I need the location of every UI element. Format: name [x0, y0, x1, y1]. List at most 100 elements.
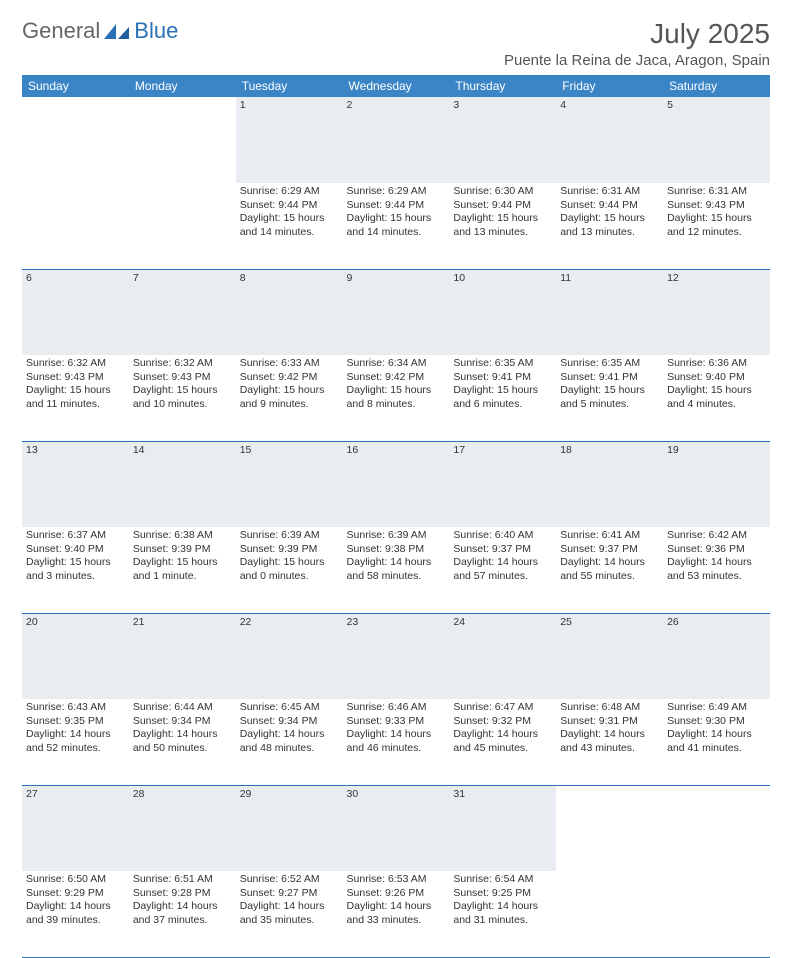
sunrise-text: Sunrise: 6:31 AM [667, 185, 766, 199]
sunrise-text: Sunrise: 6:47 AM [453, 701, 552, 715]
day-content-cell: Sunrise: 6:49 AMSunset: 9:30 PMDaylight:… [663, 699, 770, 785]
day-number-cell: 25 [556, 613, 663, 699]
sunrise-text: Sunrise: 6:39 AM [347, 529, 446, 543]
daylight-text: Daylight: 14 hours and 58 minutes. [347, 556, 446, 583]
sunrise-text: Sunrise: 6:30 AM [453, 185, 552, 199]
sunset-text: Sunset: 9:35 PM [26, 715, 125, 729]
sunset-text: Sunset: 9:37 PM [560, 543, 659, 557]
sunset-text: Sunset: 9:44 PM [453, 199, 552, 213]
daylight-text: Daylight: 14 hours and 35 minutes. [240, 900, 339, 927]
daylight-text: Daylight: 15 hours and 1 minute. [133, 556, 232, 583]
day-content-cell: Sunrise: 6:29 AMSunset: 9:44 PMDaylight:… [343, 183, 450, 269]
daylight-text: Daylight: 15 hours and 12 minutes. [667, 212, 766, 239]
sunset-text: Sunset: 9:43 PM [667, 199, 766, 213]
day-content-cell: Sunrise: 6:53 AMSunset: 9:26 PMDaylight:… [343, 871, 450, 957]
header: General Blue July 2025 Puente la Reina d… [22, 18, 770, 69]
sunset-text: Sunset: 9:36 PM [667, 543, 766, 557]
sunrise-text: Sunrise: 6:50 AM [26, 873, 125, 887]
day-number-cell: 19 [663, 441, 770, 527]
sunrise-text: Sunrise: 6:33 AM [240, 357, 339, 371]
day-content-cell: Sunrise: 6:35 AMSunset: 9:41 PMDaylight:… [556, 355, 663, 441]
day-content-cell: Sunrise: 6:34 AMSunset: 9:42 PMDaylight:… [343, 355, 450, 441]
sunset-text: Sunset: 9:44 PM [560, 199, 659, 213]
day-content-cell: Sunrise: 6:50 AMSunset: 9:29 PMDaylight:… [22, 871, 129, 957]
day-number-cell: 30 [343, 785, 450, 871]
day-content-cell: Sunrise: 6:52 AMSunset: 9:27 PMDaylight:… [236, 871, 343, 957]
day-number-cell: 11 [556, 269, 663, 355]
sunrise-text: Sunrise: 6:34 AM [347, 357, 446, 371]
day-content-cell: Sunrise: 6:42 AMSunset: 9:36 PMDaylight:… [663, 527, 770, 613]
sunrise-text: Sunrise: 6:40 AM [453, 529, 552, 543]
weekday-header: Monday [129, 75, 236, 97]
sunrise-text: Sunrise: 6:41 AM [560, 529, 659, 543]
sunrise-text: Sunrise: 6:29 AM [347, 185, 446, 199]
day-content-cell: Sunrise: 6:40 AMSunset: 9:37 PMDaylight:… [449, 527, 556, 613]
sail-icon [104, 22, 130, 40]
sunrise-text: Sunrise: 6:43 AM [26, 701, 125, 715]
daylight-text: Daylight: 14 hours and 33 minutes. [347, 900, 446, 927]
sunset-text: Sunset: 9:27 PM [240, 887, 339, 901]
sunrise-text: Sunrise: 6:35 AM [453, 357, 552, 371]
sunset-text: Sunset: 9:33 PM [347, 715, 446, 729]
daylight-text: Daylight: 14 hours and 41 minutes. [667, 728, 766, 755]
weekday-header: Saturday [663, 75, 770, 97]
day-number-cell: 7 [129, 269, 236, 355]
sunset-text: Sunset: 9:31 PM [560, 715, 659, 729]
day-content-row: Sunrise: 6:50 AMSunset: 9:29 PMDaylight:… [22, 871, 770, 957]
day-content-cell: Sunrise: 6:43 AMSunset: 9:35 PMDaylight:… [22, 699, 129, 785]
day-content-cell: Sunrise: 6:29 AMSunset: 9:44 PMDaylight:… [236, 183, 343, 269]
day-content-cell: Sunrise: 6:31 AMSunset: 9:44 PMDaylight:… [556, 183, 663, 269]
sunset-text: Sunset: 9:28 PM [133, 887, 232, 901]
day-number-cell: 14 [129, 441, 236, 527]
day-content-cell: Sunrise: 6:33 AMSunset: 9:42 PMDaylight:… [236, 355, 343, 441]
day-content-cell: Sunrise: 6:37 AMSunset: 9:40 PMDaylight:… [22, 527, 129, 613]
day-content-cell [22, 183, 129, 269]
daylight-text: Daylight: 15 hours and 9 minutes. [240, 384, 339, 411]
day-content-cell [129, 183, 236, 269]
daylight-text: Daylight: 15 hours and 14 minutes. [240, 212, 339, 239]
sunset-text: Sunset: 9:34 PM [133, 715, 232, 729]
daylight-text: Daylight: 14 hours and 55 minutes. [560, 556, 659, 583]
location-text: Puente la Reina de Jaca, Aragon, Spain [504, 52, 770, 69]
sunset-text: Sunset: 9:40 PM [26, 543, 125, 557]
daylight-text: Daylight: 14 hours and 43 minutes. [560, 728, 659, 755]
day-number-cell: 6 [22, 269, 129, 355]
sunrise-text: Sunrise: 6:31 AM [560, 185, 659, 199]
day-content-cell: Sunrise: 6:35 AMSunset: 9:41 PMDaylight:… [449, 355, 556, 441]
day-number-cell: 27 [22, 785, 129, 871]
day-content-cell: Sunrise: 6:45 AMSunset: 9:34 PMDaylight:… [236, 699, 343, 785]
daylight-text: Daylight: 15 hours and 0 minutes. [240, 556, 339, 583]
weekday-header: Tuesday [236, 75, 343, 97]
sunset-text: Sunset: 9:38 PM [347, 543, 446, 557]
day-number-cell: 3 [449, 97, 556, 183]
day-content-cell: Sunrise: 6:44 AMSunset: 9:34 PMDaylight:… [129, 699, 236, 785]
day-number-cell [556, 785, 663, 871]
day-number-cell: 4 [556, 97, 663, 183]
day-number-cell [663, 785, 770, 871]
sunset-text: Sunset: 9:41 PM [560, 371, 659, 385]
sunrise-text: Sunrise: 6:44 AM [133, 701, 232, 715]
sunrise-text: Sunrise: 6:29 AM [240, 185, 339, 199]
day-number-cell: 31 [449, 785, 556, 871]
day-number-cell: 20 [22, 613, 129, 699]
day-content-row: Sunrise: 6:29 AM Sunset: 9:44 PM Daylight:… [22, 183, 770, 269]
day-content-row: Sunrise: 6:32 AMSunset: 9:43 PMDaylight:… [22, 355, 770, 441]
day-content-cell: Sunrise: 6:48 AMSunset: 9:31 PMDaylight:… [556, 699, 663, 785]
day-number-row: 2728293031 [22, 785, 770, 871]
day-content-cell: Sunrise: 6:30 AMSunset: 9:44 PMDaylight:… [449, 183, 556, 269]
sunset-text: Sunset: 9:34 PM [240, 715, 339, 729]
sunrise-text: Sunrise: 6:45 AM [240, 701, 339, 715]
day-number-cell: 5 [663, 97, 770, 183]
day-number-cell: 18 [556, 441, 663, 527]
day-number-cell: 12 [663, 269, 770, 355]
day-number-cell: 22 [236, 613, 343, 699]
brand-text-1: General [22, 18, 100, 44]
sunrise-text: Sunrise: 6:38 AM [133, 529, 232, 543]
day-content-cell: Sunrise: 6:51 AMSunset: 9:28 PMDaylight:… [129, 871, 236, 957]
daylight-text: Daylight: 14 hours and 53 minutes. [667, 556, 766, 583]
day-content-row: Sunrise: 6:43 AMSunset: 9:35 PM Daylight:… [22, 699, 770, 785]
day-number-cell: 1 [236, 97, 343, 183]
sunrise-text: Sunrise: 6:46 AM [347, 701, 446, 715]
daylight-text: Daylight: 14 hours and 46 minutes. [347, 728, 446, 755]
day-content-row: Sunrise: 6:37 AMSunset: 9:40 PMDaylight:… [22, 527, 770, 613]
